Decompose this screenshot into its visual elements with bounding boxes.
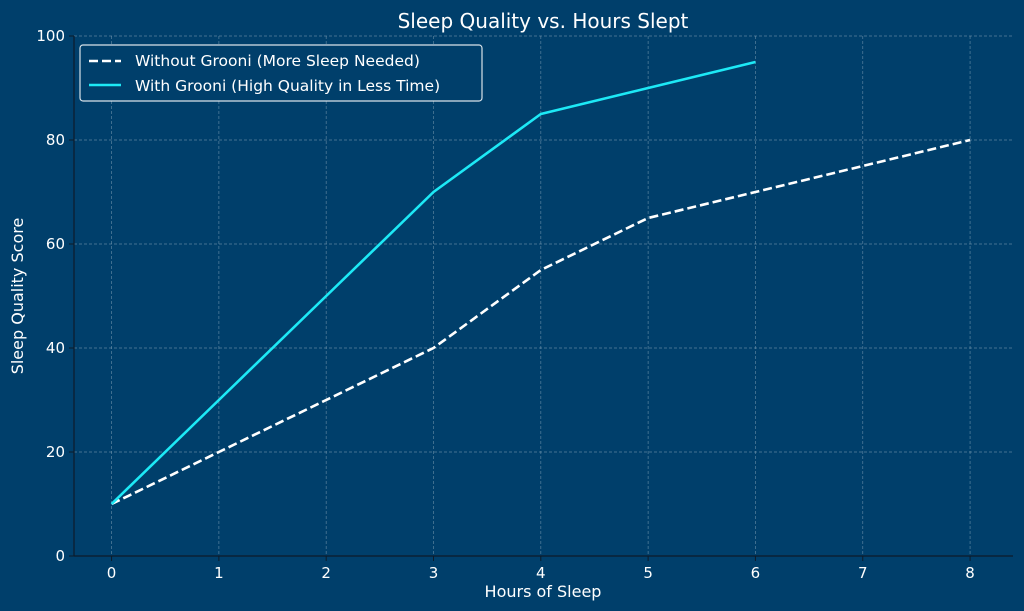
gridlines <box>74 35 1013 557</box>
x-tick-label: 1 <box>214 564 224 582</box>
series-line-with-grooni <box>110 60 756 505</box>
axes <box>69 35 1013 561</box>
y-tick-label: 0 <box>55 547 65 565</box>
series-line-without-grooni <box>110 138 971 506</box>
legend-label-with-grooni: With Grooni (High Quality in Less Time) <box>135 77 440 95</box>
legend-label-without-grooni: Without Grooni (More Sleep Needed) <box>135 52 420 70</box>
x-tick-label: 7 <box>858 564 868 582</box>
x-axis-label: Hours of Sleep <box>485 582 602 601</box>
x-tick-label: 4 <box>536 564 546 582</box>
y-tick-label: 20 <box>46 443 65 461</box>
chart-title: Sleep Quality vs. Hours Slept <box>398 9 689 33</box>
x-tick-label: 2 <box>321 564 331 582</box>
x-tick-label: 3 <box>429 564 439 582</box>
legend: Without Grooni (More Sleep Needed) With … <box>79 44 483 102</box>
y-tick-label: 100 <box>36 27 65 45</box>
y-axis-label: Sleep Quality Score <box>8 218 27 375</box>
y-tick-label: 80 <box>46 131 65 149</box>
legend-box <box>79 44 483 102</box>
y-tick-label: 60 <box>46 235 65 253</box>
series-lines <box>110 60 971 506</box>
x-tick-label: 8 <box>965 564 975 582</box>
x-tick-label: 0 <box>107 564 117 582</box>
x-tick-label: 5 <box>643 564 653 582</box>
y-tick-label: 40 <box>46 339 65 357</box>
x-tick-label: 6 <box>751 564 761 582</box>
